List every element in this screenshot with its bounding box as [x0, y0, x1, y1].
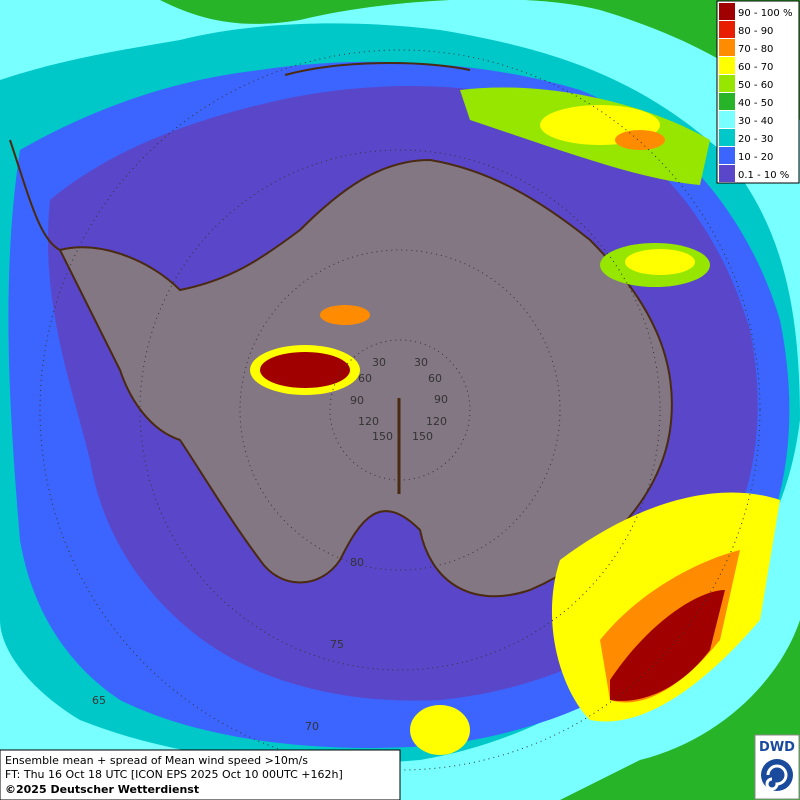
- caption: FT: Thu 16 Oct 18 UTC [ICON EPS 2025 Oct…: [5, 768, 343, 781]
- grid-label: 80: [350, 556, 364, 569]
- hotspot: [625, 249, 695, 275]
- legend-label: 20 - 30: [738, 134, 773, 145]
- caption-box: [0, 749, 401, 800]
- grid-label: 60: [358, 372, 372, 385]
- legend-swatch: [719, 165, 735, 182]
- logo-text: DWD: [759, 740, 795, 755]
- coastline: [9, 139, 61, 251]
- graticule-circle: [329, 339, 471, 481]
- legend-swatch: [719, 3, 735, 20]
- continent: [60, 160, 672, 597]
- grid-label: 30: [414, 356, 428, 369]
- legend-swatch: [719, 111, 735, 128]
- hotspot: [320, 305, 370, 325]
- grid-label: 60: [428, 372, 442, 385]
- grid-label: 90: [434, 393, 448, 406]
- legend-swatch: [719, 147, 735, 164]
- caption: ©2025 Deutscher Wetterdienst: [5, 783, 199, 796]
- logo-swirl: [765, 764, 788, 791]
- legend-label: 70 - 80: [738, 44, 773, 55]
- hotspot: [615, 130, 665, 150]
- legend-label: 40 - 50: [738, 98, 773, 109]
- hotspot: [260, 352, 350, 388]
- caption: Ensemble mean + spread of Mean wind spee…: [5, 754, 308, 767]
- graticule-circle: [139, 149, 661, 671]
- legend-label: 0.1 - 10 %: [738, 170, 789, 181]
- legend-label: 90 - 100 %: [738, 8, 792, 19]
- hotspot: [610, 590, 725, 701]
- legend-label: 60 - 70: [738, 62, 773, 73]
- legend-label: 10 - 20: [738, 152, 773, 163]
- legend-swatch: [719, 129, 735, 146]
- legend-swatch: [719, 75, 735, 92]
- legend-label: 50 - 60: [738, 80, 773, 91]
- grid-label: 90: [350, 394, 364, 407]
- coastline: [284, 62, 471, 76]
- grid-label: 150: [372, 430, 393, 443]
- grid-label: 30: [372, 356, 386, 369]
- legend-swatch: [719, 39, 735, 56]
- legend-label: 30 - 40: [738, 116, 773, 127]
- hotspot: [410, 705, 470, 755]
- legend-swatch: [719, 21, 735, 38]
- grid-label: 75: [330, 638, 344, 651]
- graticule-circle: [239, 249, 561, 571]
- grid-label: 120: [358, 415, 379, 428]
- legend-swatch: [719, 57, 735, 74]
- legend: 90 - 100 % 80 - 90 70 - 80 60 - 70 50 - 60 40…: [716, 0, 800, 184]
- logo-icon: [761, 759, 793, 791]
- grid-label: 150: [412, 430, 433, 443]
- grid-label: 70: [305, 720, 319, 733]
- wind-hotspots: [250, 87, 780, 755]
- grid-label: 120: [426, 415, 447, 428]
- legend-swatch: [719, 93, 735, 110]
- grid-label: 65: [92, 694, 106, 707]
- legend-label: 80 - 90: [738, 26, 773, 37]
